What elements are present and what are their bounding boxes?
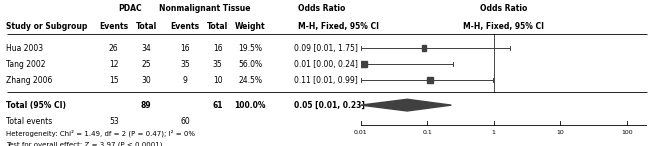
- Text: Total events: Total events: [6, 117, 53, 126]
- Bar: [355, 61, 367, 67]
- Text: 25: 25: [142, 60, 151, 69]
- Text: 100: 100: [621, 130, 632, 135]
- Polygon shape: [361, 99, 451, 111]
- Text: 15: 15: [109, 76, 118, 85]
- Text: 89: 89: [141, 101, 151, 110]
- Text: Odds Ratio: Odds Ratio: [298, 4, 345, 13]
- Text: 1: 1: [492, 130, 496, 135]
- Text: 35: 35: [180, 60, 190, 69]
- Text: 0.05 [0.01, 0.23]: 0.05 [0.01, 0.23]: [294, 101, 365, 110]
- Text: 0.11 [0.01, 0.99]: 0.11 [0.01, 0.99]: [294, 76, 358, 85]
- Text: 56.0%: 56.0%: [238, 60, 263, 69]
- Text: 0.1: 0.1: [422, 130, 432, 135]
- Text: 24.5%: 24.5%: [239, 76, 262, 85]
- Text: Heterogeneity: Chi² = 1.49, df = 2 (P = 0.47); I² = 0%: Heterogeneity: Chi² = 1.49, df = 2 (P = …: [6, 129, 196, 137]
- Text: 60: 60: [180, 117, 190, 126]
- Text: Weight: Weight: [235, 22, 266, 31]
- Text: 16: 16: [213, 44, 222, 53]
- Text: M-H, Fixed, 95% CI: M-H, Fixed, 95% CI: [298, 22, 379, 31]
- Text: Hua 2003: Hua 2003: [6, 44, 44, 53]
- Text: 9: 9: [183, 76, 188, 85]
- Text: 61: 61: [213, 101, 223, 110]
- Text: Study or Subgroup: Study or Subgroup: [6, 22, 88, 31]
- Text: 100.0%: 100.0%: [235, 101, 266, 110]
- Text: Nonmalignant Tissue: Nonmalignant Tissue: [159, 4, 250, 13]
- Text: Zhang 2006: Zhang 2006: [6, 76, 53, 85]
- Text: Tang 2002: Tang 2002: [6, 60, 46, 69]
- Text: 35: 35: [213, 60, 222, 69]
- Text: Events: Events: [99, 22, 128, 31]
- Bar: [422, 45, 426, 51]
- Text: 0.09 [0.01, 1.75]: 0.09 [0.01, 1.75]: [294, 44, 358, 53]
- Text: 0.01 [0.00, 0.24]: 0.01 [0.00, 0.24]: [294, 60, 358, 69]
- Bar: [428, 77, 433, 83]
- Text: 53: 53: [109, 117, 118, 126]
- Text: Events: Events: [171, 22, 200, 31]
- Text: 12: 12: [109, 60, 118, 69]
- Text: 0.01: 0.01: [354, 130, 367, 135]
- Text: 26: 26: [109, 44, 118, 53]
- Text: Total (95% CI): Total (95% CI): [6, 101, 66, 110]
- Text: 10: 10: [213, 76, 222, 85]
- Text: M-H, Fixed, 95% CI: M-H, Fixed, 95% CI: [463, 22, 544, 31]
- Text: 34: 34: [142, 44, 151, 53]
- Text: Test for overall effect: Z = 3.97 (P < 0.0001): Test for overall effect: Z = 3.97 (P < 0…: [6, 141, 163, 146]
- Text: 30: 30: [142, 76, 151, 85]
- Text: Total: Total: [136, 22, 157, 31]
- Text: 16: 16: [181, 44, 190, 53]
- Text: Odds Ratio: Odds Ratio: [480, 4, 527, 13]
- Text: 19.5%: 19.5%: [239, 44, 262, 53]
- Text: 10: 10: [556, 130, 564, 135]
- Text: PDAC: PDAC: [118, 4, 142, 13]
- Text: Total: Total: [207, 22, 228, 31]
